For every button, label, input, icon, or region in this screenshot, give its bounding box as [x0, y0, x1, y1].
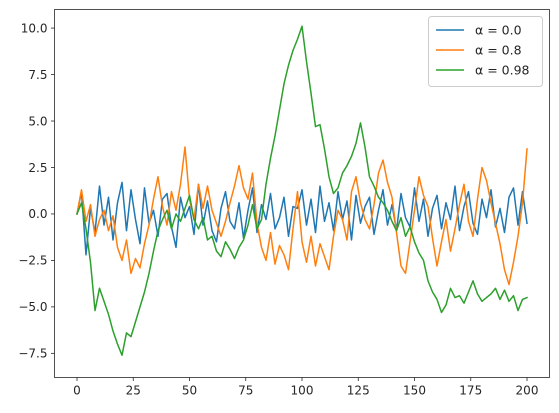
y-tick-label: −2.5	[18, 254, 47, 268]
x-tick-label: 50	[182, 384, 197, 398]
y-tick-label: 10.0	[21, 21, 48, 35]
x-tick-label: 150	[403, 384, 426, 398]
legend-box	[428, 16, 543, 87]
legend-label-1: α = 0.8	[475, 43, 522, 58]
y-axis: −7.5 −5.0 −2.5 0.0 2.5 5.0 7.5 10.0	[18, 21, 55, 361]
legend-items: α = 0.0 α = 0.8 α = 0.98	[436, 23, 530, 78]
y-tick-label: 5.0	[28, 114, 47, 128]
series-line-1	[76, 146, 528, 286]
x-tick-label: 25	[126, 384, 141, 398]
x-tick-label: 200	[516, 384, 539, 398]
y-tick-label: −7.5	[18, 347, 47, 361]
legend-label-0: α = 0.0	[475, 23, 522, 38]
y-tick-label: 0.0	[28, 207, 47, 221]
x-axis: 0 25 50 75 100 125 150 175 200	[73, 377, 539, 398]
x-tick-label: 0	[73, 384, 81, 398]
series-layer	[76, 25, 528, 356]
x-tick-label: 175	[459, 384, 482, 398]
y-tick-label: −5.0	[18, 300, 47, 314]
legend: α = 0.0 α = 0.8 α = 0.98	[428, 16, 543, 87]
legend-label-2: α = 0.98	[475, 63, 530, 78]
x-tick-label: 100	[291, 384, 314, 398]
y-tick-label: 7.5	[28, 68, 47, 82]
series-line-2	[76, 25, 528, 356]
series-line-0	[76, 181, 528, 256]
y-tick-label: 2.5	[28, 161, 47, 175]
x-tick-label: 125	[347, 384, 370, 398]
x-tick-label: 75	[238, 384, 253, 398]
